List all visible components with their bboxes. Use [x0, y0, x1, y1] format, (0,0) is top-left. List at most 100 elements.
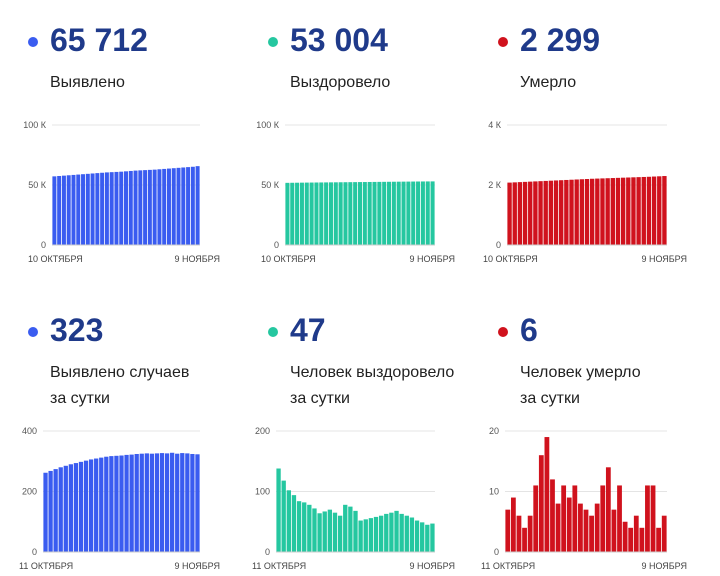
bar — [81, 174, 86, 245]
legend-dot-icon — [498, 327, 508, 337]
bar — [512, 182, 517, 245]
bar — [327, 509, 333, 552]
y-tick-label: 100 — [255, 487, 270, 497]
bar — [387, 181, 392, 245]
bar — [304, 182, 309, 245]
bar — [564, 179, 569, 245]
bar — [357, 182, 363, 245]
y-tick-label: 100 К — [23, 120, 47, 130]
bar — [657, 176, 662, 245]
bar — [600, 485, 606, 552]
y-tick-label: 4 К — [488, 120, 502, 130]
bar — [617, 485, 622, 552]
bar — [566, 497, 572, 552]
bar — [583, 509, 589, 552]
bar — [633, 515, 639, 552]
bar — [139, 453, 144, 552]
bar — [641, 176, 646, 245]
bar — [317, 513, 322, 552]
bar — [307, 504, 312, 552]
bar — [389, 512, 394, 552]
bar — [548, 180, 554, 245]
bar — [414, 520, 420, 552]
bar — [363, 519, 368, 552]
bar — [181, 167, 186, 245]
x-end-label: 9 НОЯБРЯ — [409, 561, 455, 571]
bar — [57, 176, 62, 245]
stat-label: за сутки — [290, 390, 350, 407]
recovered-total-chart: 0 50 К 100 К 10 ОКТЯБРЯ 9 НОЯБРЯ — [256, 120, 455, 264]
bar — [559, 180, 564, 245]
bar — [646, 176, 652, 245]
bar — [553, 180, 559, 245]
x-end-label: 9 НОЯБРЯ — [409, 254, 455, 264]
bar — [154, 453, 160, 552]
bar — [555, 503, 561, 552]
x-start-label: 11 ОКТЯБРЯ — [252, 561, 306, 571]
bar — [309, 182, 314, 245]
bar — [147, 169, 152, 245]
bar — [610, 178, 615, 245]
bar — [373, 516, 379, 552]
bar — [622, 521, 628, 552]
deaths-total-chart: 0 2 К 4 К 10 ОКТЯБРЯ 9 НОЯБРЯ — [483, 120, 687, 264]
y-tick-label: 50 К — [261, 180, 280, 190]
stat-label: Человек выздоровело — [290, 364, 455, 381]
x-start-label: 10 ОКТЯБРЯ — [261, 254, 316, 264]
x-start-label: 11 ОКТЯБРЯ — [481, 561, 535, 571]
stat-label: за сутки — [520, 390, 580, 407]
bar — [574, 179, 579, 245]
bar — [368, 518, 374, 552]
x-end-label: 9 НОЯБРЯ — [174, 254, 220, 264]
bar — [73, 463, 79, 552]
bar — [409, 517, 415, 552]
bar — [579, 179, 585, 245]
bar — [290, 182, 295, 245]
bar — [119, 171, 124, 245]
bar — [401, 181, 406, 245]
bar — [88, 459, 94, 552]
bar — [281, 480, 286, 552]
bar — [319, 182, 324, 245]
bar — [594, 503, 600, 552]
bar — [396, 181, 401, 245]
bar — [114, 171, 119, 245]
bar — [195, 454, 200, 552]
bar — [411, 181, 416, 245]
bar — [358, 520, 363, 552]
bar — [372, 181, 377, 245]
stat-value: 47 — [290, 312, 326, 348]
x-start-label: 10 ОКТЯБРЯ — [28, 254, 83, 264]
bar — [636, 177, 641, 245]
bar — [337, 515, 343, 552]
bar — [611, 509, 617, 552]
recovered-daily-chart: 0 100 200 11 ОКТЯБРЯ 9 НОЯБРЯ — [252, 426, 455, 571]
bar — [516, 515, 522, 552]
bar — [159, 453, 165, 552]
bar — [600, 178, 605, 245]
deaths-daily-chart: 0 10 20 11 ОКТЯБРЯ 9 НОЯБРЯ — [481, 426, 687, 571]
bar — [109, 172, 114, 245]
bar — [78, 461, 84, 552]
bar — [528, 181, 533, 245]
bar — [348, 182, 353, 245]
bar — [295, 182, 300, 245]
bar — [133, 170, 138, 245]
bar — [522, 181, 528, 245]
bar — [333, 182, 338, 245]
bar — [605, 178, 610, 245]
recovered-total-panel: 53 004 Выздоровело 0 50 К 100 К 10 ОКТЯБРЯ 9 Н… — [240, 0, 470, 285]
bar — [104, 456, 109, 552]
y-tick-label: 50 К — [28, 180, 47, 190]
bar — [90, 173, 95, 245]
bar — [430, 181, 435, 245]
bar — [533, 485, 539, 552]
y-tick-label: 0 — [32, 547, 37, 557]
bar — [299, 182, 304, 245]
bar — [58, 467, 63, 552]
bar — [605, 467, 611, 552]
bar — [332, 512, 338, 552]
bar — [615, 177, 621, 245]
bar — [99, 457, 104, 552]
y-tick-label: 400 — [22, 426, 37, 436]
